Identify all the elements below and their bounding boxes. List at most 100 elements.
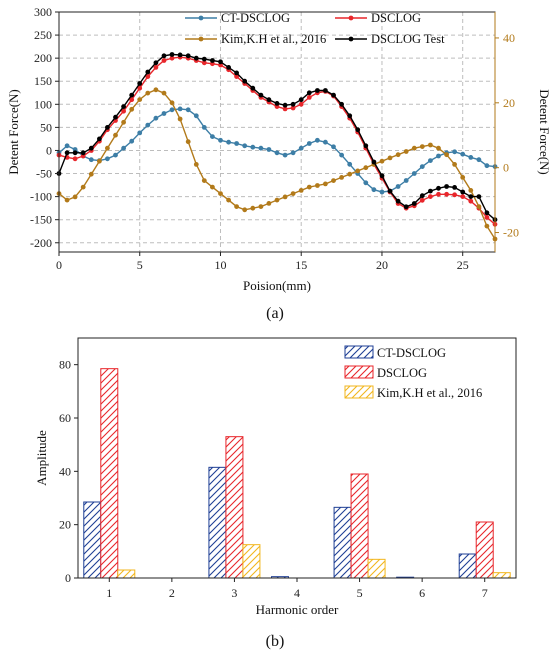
b-xtick-label-5: 6 (419, 586, 425, 600)
series-1-point-50 (460, 194, 466, 200)
series-2-point-9 (129, 106, 135, 112)
series-3-point-28 (282, 102, 288, 108)
ytick-label-9: -150 (30, 213, 52, 227)
series-2-point-50 (460, 175, 466, 180)
series-0-point-10 (137, 130, 143, 136)
series-2-point-5 (97, 158, 102, 164)
b-ytick-label-4: 80 (59, 358, 71, 372)
ytick-label-4: 100 (34, 97, 52, 111)
series-3-point-43 (403, 204, 409, 210)
series-2-point-15 (177, 116, 183, 122)
xtick-label-5: 25 (457, 258, 469, 272)
subplot-label-a: (a) (266, 305, 284, 322)
series-2-point-52 (476, 204, 482, 210)
series-3-point-47 (436, 185, 441, 191)
legend-marker-3 (348, 36, 354, 42)
bar-1-cat-1 (100, 368, 119, 579)
b-ytick-label-3: 60 (59, 411, 71, 425)
series-2-point-40 (379, 158, 385, 164)
series-3-point-3 (80, 150, 86, 156)
series-0-point-40 (379, 189, 385, 195)
series-3-point-26 (266, 97, 272, 103)
legend-label-2: Kim,K.H et al., 2016 (221, 32, 326, 46)
x-axis-label: Poision(mm) (243, 278, 311, 293)
legend-label-1: DSCLOG (371, 11, 421, 25)
plot-frame (58, 11, 496, 253)
series-3-point-42 (395, 198, 401, 204)
b-legend-label-2: Kim,K.H et al., 2016 (377, 386, 482, 400)
series-1-point-2 (72, 156, 78, 162)
series-2-point-19 (210, 184, 215, 190)
series-1-point-14 (169, 55, 175, 61)
series-3-point-12 (153, 60, 159, 66)
series-0-point-51 (468, 155, 474, 160)
series-0-point-28 (282, 152, 288, 158)
series-0-point-36 (347, 161, 353, 167)
bar-2-cat-7 (492, 572, 511, 579)
b-legend-label-0: CT-DSCLOG (377, 346, 446, 360)
series-0-point-43 (403, 178, 409, 183)
ytick-right-label-1: 20 (503, 96, 515, 110)
series-2-point-27 (274, 197, 280, 203)
series-3-point-44 (411, 201, 417, 206)
ytick-label-7: -50 (36, 167, 52, 181)
series-2-point-1 (64, 197, 70, 203)
series-1-point-46 (428, 194, 433, 200)
series-2-point-22 (234, 204, 240, 210)
series-3-point-15 (177, 52, 183, 58)
series-0-point-6 (105, 156, 110, 162)
series-2-point-28 (282, 194, 288, 200)
series-2-point-30 (298, 188, 304, 193)
b-xtick-label-4: 5 (357, 586, 363, 600)
series-2-point-26 (266, 201, 272, 206)
series-0-point-45 (419, 164, 425, 170)
series-0-point-35 (339, 152, 344, 158)
series-1-point-51 (468, 198, 474, 204)
series-0-point-24 (250, 144, 256, 150)
series-3-point-11 (145, 69, 151, 75)
series-3-point-16 (185, 53, 191, 59)
series-3-point-51 (468, 194, 474, 200)
series-0-point-50 (460, 151, 466, 157)
series-0-point-16 (185, 107, 191, 113)
series-1-point-28 (282, 106, 288, 112)
series-0-point-49 (452, 149, 457, 155)
series-2-point-47 (436, 145, 441, 151)
series-3-point-34 (331, 92, 336, 98)
plot-frame-b (77, 337, 517, 579)
series-0-point-42 (395, 184, 401, 189)
series-2-point-11 (145, 90, 151, 96)
series-0-point-1 (64, 143, 70, 149)
series-3-point-35 (339, 101, 344, 107)
series-2-point-3 (80, 184, 86, 190)
series-3-point-46 (428, 188, 433, 194)
series-2-point-13 (161, 90, 167, 96)
b-legend-label-1: DSCLOG (377, 366, 427, 380)
series-2-point-37 (355, 168, 361, 174)
series-3-point-50 (460, 189, 466, 195)
series-3-point-31 (306, 90, 312, 96)
series-0-point-21 (226, 139, 232, 145)
legend-label-3: DSCLOG Test (371, 32, 445, 46)
series-2-point-16 (185, 139, 191, 145)
series-2-point-45 (419, 144, 425, 150)
series-2-point-21 (226, 197, 232, 203)
xtick-label-4: 20 (376, 258, 388, 272)
series-0-point-18 (201, 125, 207, 130)
series-2-point-33 (323, 181, 328, 187)
ytick-right-label-3: -20 (503, 226, 519, 240)
series-3-point-17 (193, 55, 199, 61)
bar-0-cat-7 (458, 553, 477, 579)
series-3-point-20 (218, 59, 223, 65)
series-0-point-25 (258, 145, 264, 151)
series-1-point-8 (121, 108, 126, 114)
series-0-point-15 (177, 106, 183, 112)
series-0-point-38 (363, 180, 369, 186)
subplot-label-b: (b) (266, 633, 285, 650)
series-3-point-37 (355, 127, 361, 133)
b-xtick-label-3: 4 (294, 586, 300, 600)
series-0-point-27 (274, 150, 280, 156)
series-3-point-1 (64, 150, 70, 156)
series-2-point-41 (387, 155, 393, 161)
